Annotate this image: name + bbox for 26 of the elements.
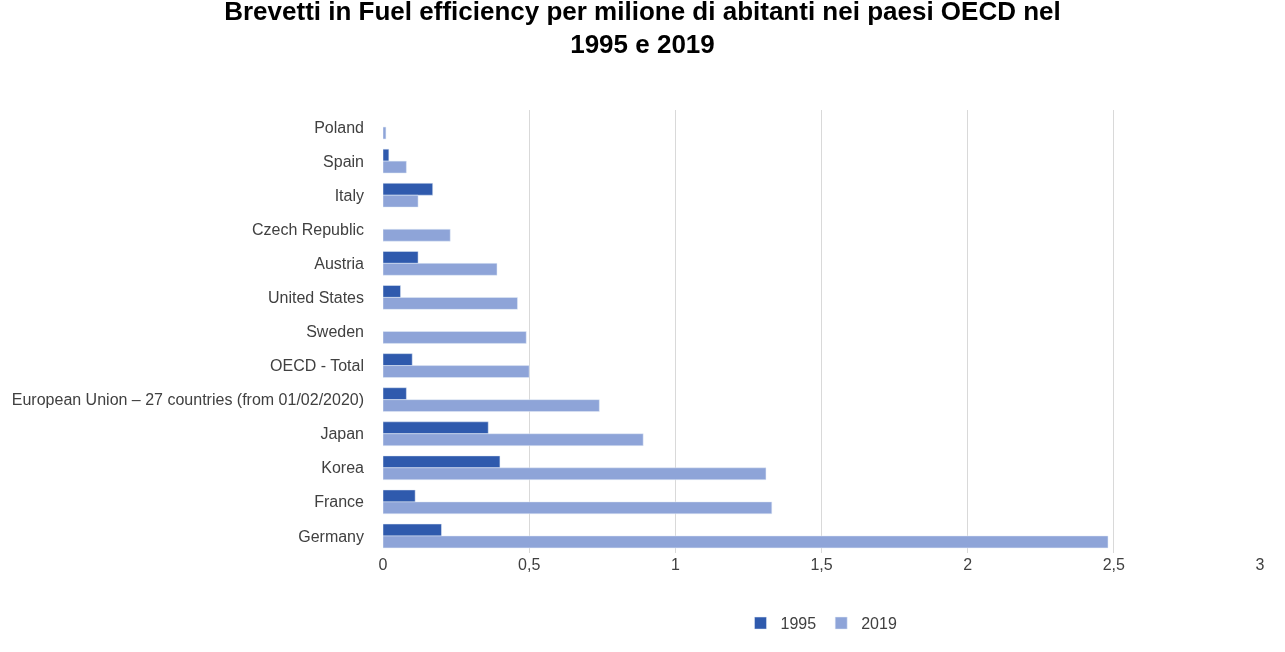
x-tick-label: 3 [1255, 556, 1265, 573]
legend-label: 2019 [861, 615, 897, 633]
y-tick-label: United States [267, 289, 364, 307]
y-tick-label: Czech Republic [251, 220, 364, 238]
y-tick-label: Poland [314, 118, 364, 136]
y-tick-label: Korea [321, 459, 365, 477]
y-tick-label: Italy [334, 186, 364, 204]
legend-label: 1995 [780, 615, 817, 633]
x-tick-label: 2,5 [1102, 556, 1126, 573]
x-tick-label: 2 [963, 556, 973, 573]
y-tick-label: Austria [314, 254, 365, 272]
x-tick-label: 0,5 [518, 556, 541, 573]
bar [383, 229, 451, 242]
y-tick-label: Germany [298, 527, 364, 545]
y-tick-label: OECD - Total [270, 357, 364, 375]
y-tick-label: Japan [320, 425, 364, 443]
y-tick-label: France [314, 493, 365, 511]
bar [383, 331, 527, 344]
y-tick-label: European Union – 27 countries (from 01/02/2020) [11, 391, 364, 409]
y-tick-label: Sweden [306, 323, 364, 341]
y-tick-label: Spain [323, 152, 364, 170]
x-tick-label: 1 [670, 556, 680, 573]
chart-title: Brevetti in Fuel efficiency per milione di abitanti nei paesi OECD nel 1995 e 2019 [224, 0, 1061, 60]
x-tick-label: 1,5 [810, 556, 833, 573]
bar [383, 126, 387, 140]
x-tick-label: 0 [378, 556, 388, 573]
